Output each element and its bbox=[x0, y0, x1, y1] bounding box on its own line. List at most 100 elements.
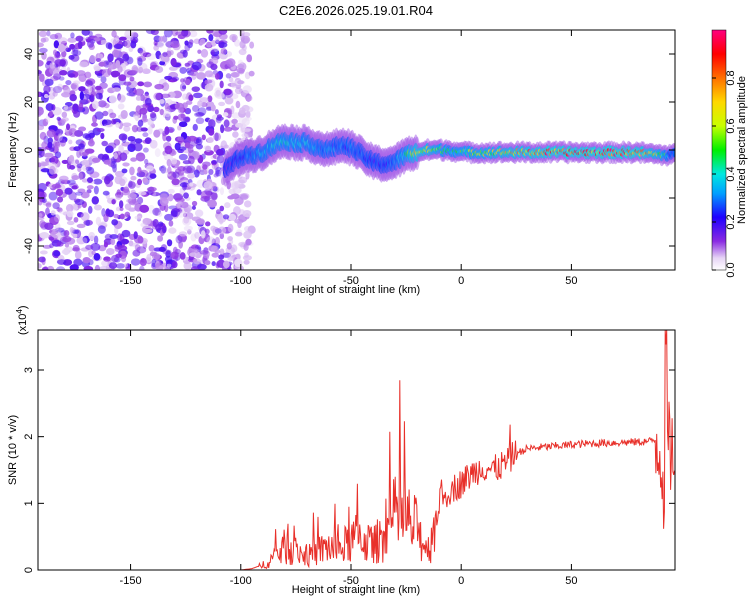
noise-blob bbox=[93, 65, 101, 72]
noise-blob bbox=[142, 217, 151, 226]
noise-blob bbox=[79, 71, 85, 78]
noise-blob bbox=[113, 43, 123, 50]
noise-blob bbox=[38, 256, 46, 263]
noise-blob bbox=[170, 251, 179, 260]
y-tick-label: 0 bbox=[23, 147, 35, 153]
noise-blob bbox=[206, 30, 214, 34]
noise-blob bbox=[208, 128, 215, 136]
noise-blob bbox=[190, 244, 199, 250]
colorbar-tick-label: 0.2 bbox=[725, 214, 737, 229]
noise-blob bbox=[196, 218, 205, 226]
noise-blob bbox=[134, 215, 142, 220]
noise-blob bbox=[72, 244, 80, 251]
noise-blob bbox=[239, 194, 249, 201]
snr-frame bbox=[37, 329, 676, 571]
noise-blob bbox=[66, 179, 76, 186]
noise-blob bbox=[244, 226, 251, 232]
noise-blob bbox=[184, 107, 192, 115]
noise-blob bbox=[168, 66, 178, 71]
noise-blob bbox=[111, 118, 117, 125]
noise-blob bbox=[219, 80, 224, 89]
noise-blob bbox=[63, 86, 71, 95]
noise-blob bbox=[118, 144, 124, 153]
snr-x-axis-title: Height of straight line (km) bbox=[292, 584, 420, 596]
noise-blob bbox=[203, 169, 208, 175]
noise-blob bbox=[69, 93, 77, 102]
noise-blob bbox=[38, 59, 44, 67]
noise-blob bbox=[88, 231, 96, 241]
noise-blob bbox=[97, 53, 104, 60]
noise-blob bbox=[126, 91, 136, 97]
noise-blob bbox=[79, 61, 89, 68]
noise-blob bbox=[218, 30, 228, 35]
noise-blob bbox=[44, 222, 54, 230]
noise-blob bbox=[71, 49, 82, 56]
noise-blob bbox=[136, 126, 144, 133]
noise-blob bbox=[124, 211, 131, 218]
noise-blob bbox=[43, 152, 54, 158]
noise-blob bbox=[137, 119, 144, 127]
snr-y-axis-title: SNR (10 * v/v) bbox=[7, 415, 19, 485]
noise-blob bbox=[229, 34, 238, 41]
noise-blob bbox=[140, 222, 146, 228]
noise-blob bbox=[222, 214, 230, 220]
noise-blob bbox=[49, 34, 59, 40]
noise-blob bbox=[152, 207, 161, 216]
noise-blob bbox=[118, 200, 124, 209]
noise-blob bbox=[167, 193, 174, 202]
noise-blob bbox=[52, 85, 63, 94]
noise-blob bbox=[74, 250, 82, 260]
noise-blob bbox=[108, 62, 113, 72]
noise-blob bbox=[118, 36, 127, 41]
noise-blob bbox=[65, 47, 71, 53]
noise-blob bbox=[38, 211, 46, 218]
noise-blob bbox=[153, 106, 160, 113]
noise-blob bbox=[52, 202, 60, 210]
noise-blob bbox=[106, 209, 115, 218]
noise-blob bbox=[159, 99, 165, 104]
noise-blob bbox=[101, 260, 110, 267]
noise-blob bbox=[210, 49, 215, 56]
noise-blob bbox=[100, 39, 108, 45]
noise-blob bbox=[113, 152, 118, 160]
noise-blob bbox=[243, 128, 251, 133]
noise-blob bbox=[225, 73, 232, 79]
noise-blob bbox=[244, 131, 252, 138]
noise-blob bbox=[215, 209, 221, 215]
noise-blob bbox=[75, 159, 80, 165]
noise-blob bbox=[90, 242, 101, 251]
noise-blob bbox=[80, 191, 90, 199]
noise-blob bbox=[111, 49, 120, 58]
noise-blob bbox=[159, 108, 165, 116]
noise-blob bbox=[59, 138, 66, 147]
noise-blob bbox=[164, 75, 173, 81]
noise-blob bbox=[182, 165, 193, 174]
noise-blob bbox=[191, 86, 201, 92]
noise-blob bbox=[76, 163, 83, 169]
noise-blob bbox=[162, 51, 168, 58]
noise-blob bbox=[218, 101, 226, 107]
noise-blob bbox=[82, 237, 88, 244]
noise-blob bbox=[155, 92, 164, 101]
noise-blob bbox=[146, 253, 152, 262]
noise-blob bbox=[117, 103, 125, 110]
noise-blob bbox=[65, 204, 74, 213]
noise-blob bbox=[38, 147, 43, 156]
noise-blob bbox=[230, 93, 239, 100]
noise-blob bbox=[45, 202, 52, 208]
noise-blob bbox=[111, 198, 116, 205]
noise-blob bbox=[157, 211, 163, 217]
noise-blob bbox=[134, 138, 143, 144]
noise-blob bbox=[191, 205, 196, 210]
noise-blob bbox=[56, 196, 64, 203]
noise-blob bbox=[196, 72, 206, 80]
noise-blob bbox=[161, 82, 170, 92]
noise-blob bbox=[195, 143, 203, 150]
noise-blob bbox=[224, 144, 229, 149]
noise-blob bbox=[119, 152, 128, 162]
noise-blob bbox=[178, 231, 188, 237]
noise-blob bbox=[91, 84, 96, 92]
noise-blob bbox=[214, 249, 221, 254]
noise-blob bbox=[95, 57, 102, 63]
noise-blob bbox=[187, 173, 196, 179]
